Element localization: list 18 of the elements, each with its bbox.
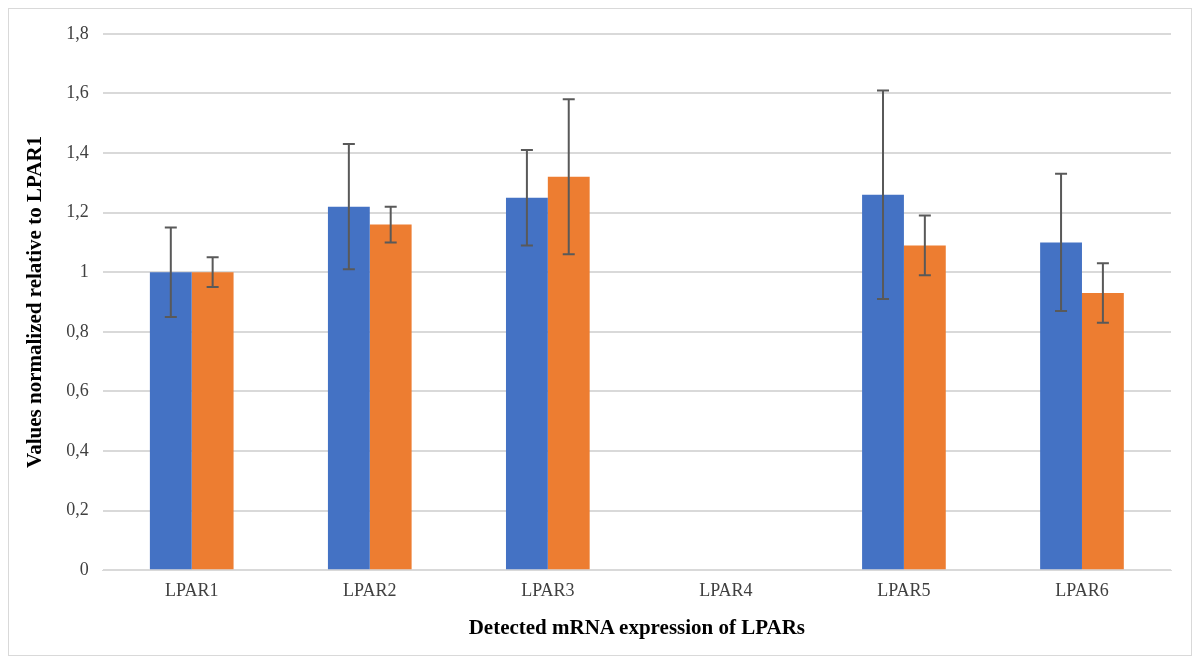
x-tick-label: LPAR4	[699, 579, 753, 600]
x-tick-label: LPAR5	[877, 579, 931, 600]
x-tick-label: LPAR2	[343, 579, 397, 600]
y-tick-label: 0,6	[66, 380, 89, 401]
x-axis-title: Detected mRNA expression of LPARs	[468, 614, 806, 639]
x-tick-label: LPAR3	[521, 579, 575, 600]
y-tick-label: 0,4	[66, 439, 89, 460]
y-tick-label: 1,8	[66, 22, 89, 43]
x-tick-label: LPAR6	[1055, 579, 1109, 600]
y-tick-label: 1,4	[66, 141, 89, 162]
y-tick-label: 1,6	[66, 82, 89, 103]
y-tick-label: 0,2	[66, 499, 89, 520]
y-tick-label: 1,2	[66, 201, 89, 222]
y-axis-title: Values normalized relative to LPAR1	[22, 135, 47, 469]
y-tick-label: 0	[79, 558, 89, 579]
y-tick-label: 0,8	[66, 320, 89, 341]
y-tick-label: 1	[79, 260, 89, 281]
x-tick-label: LPAR1	[165, 579, 219, 600]
